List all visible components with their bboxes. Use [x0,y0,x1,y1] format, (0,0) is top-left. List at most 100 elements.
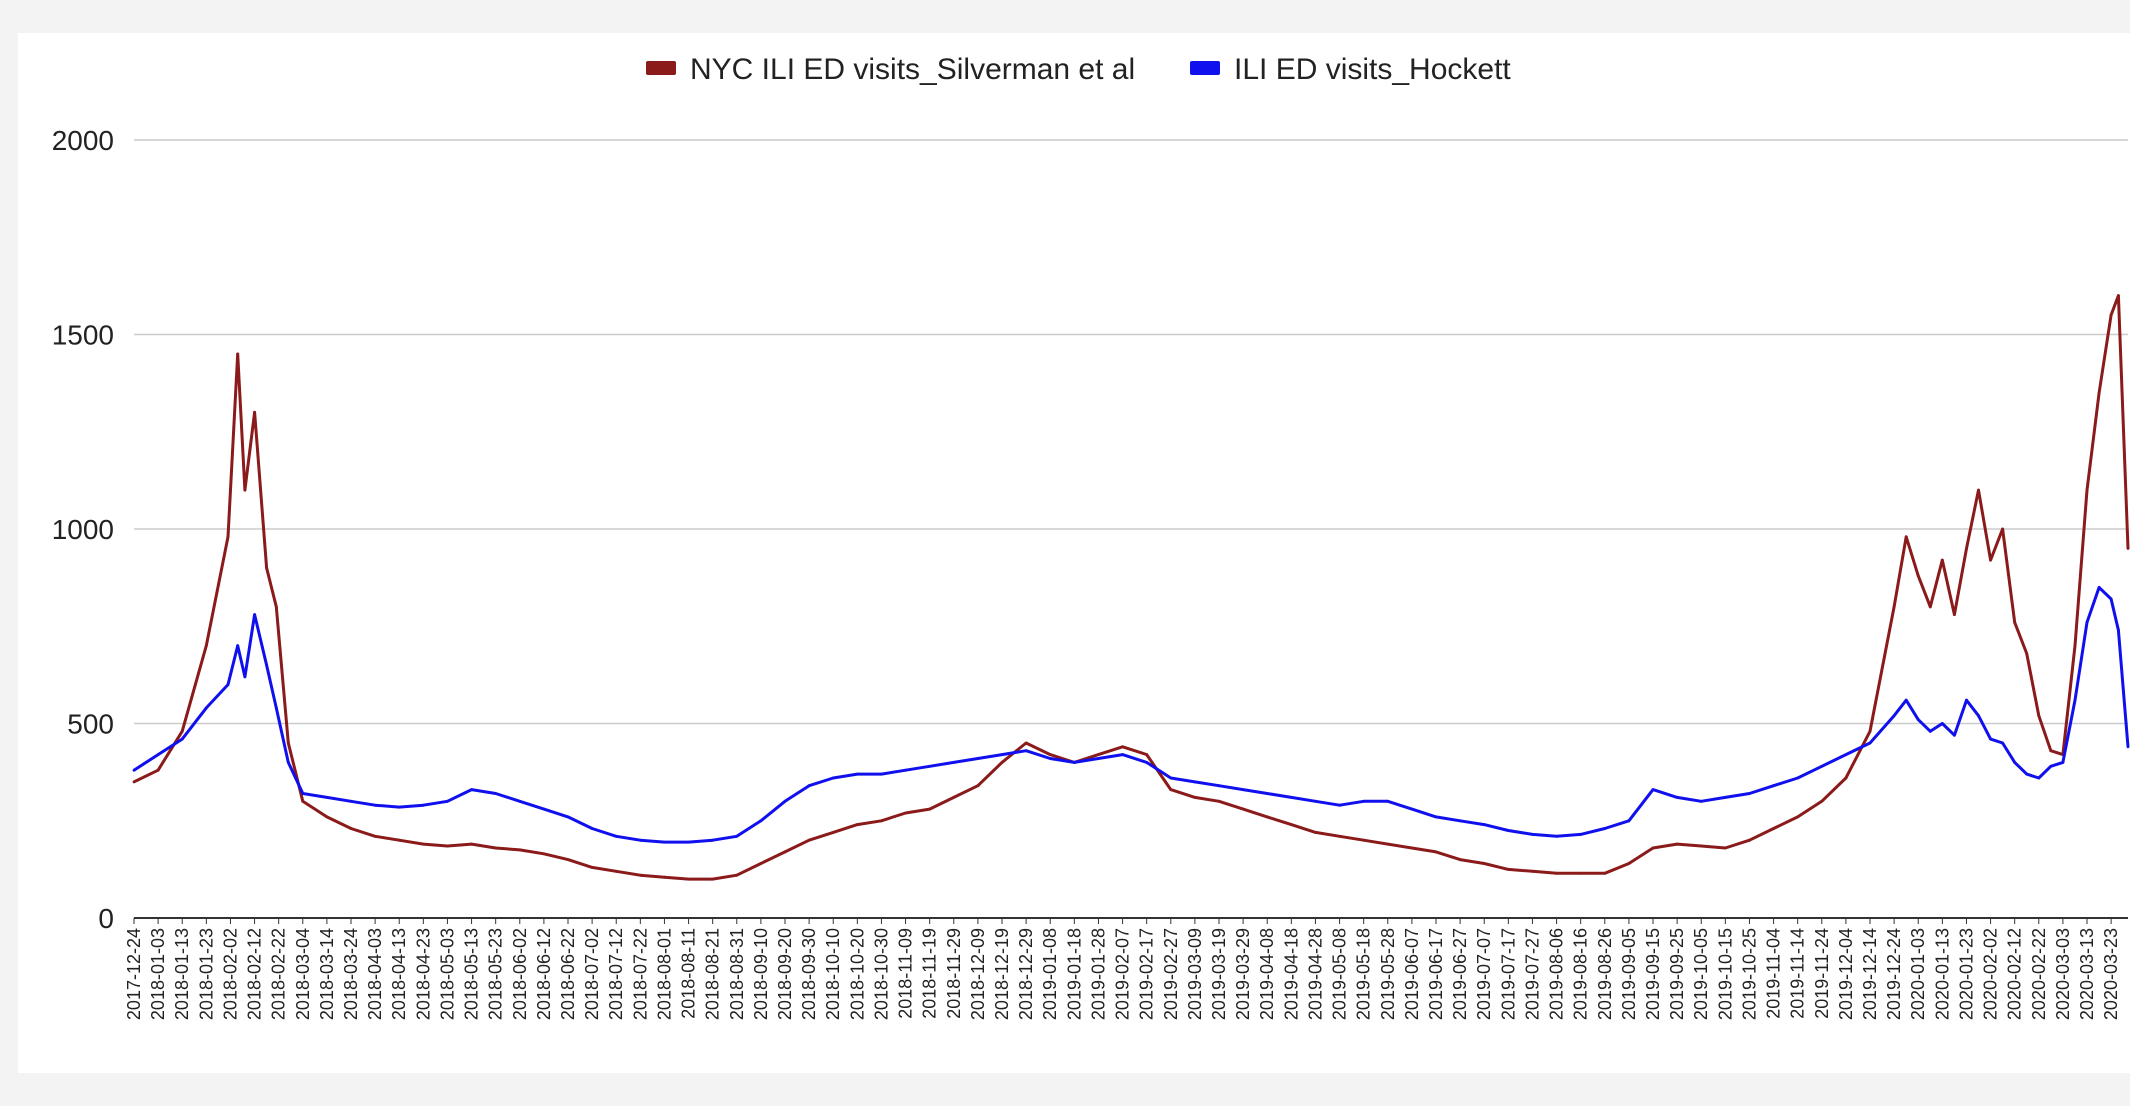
data-point-hockett [687,840,690,844]
data-point-hockett [1977,714,1980,718]
data-point-hockett [1953,733,1956,737]
data-point-silverman [286,741,290,745]
data-point-hockett [663,840,666,844]
data-point-silverman [1796,815,1800,819]
x-tick-label: 2020-01-03 [1908,928,1928,1020]
y-tick-label: 2000 [52,125,114,156]
data-point-hockett [590,827,594,830]
series-line-hockett [133,585,2130,844]
x-tick-label: 2019-03-29 [1233,928,1253,1020]
data-point-hockett [373,803,377,807]
x-tick-label: 2018-03-24 [341,928,361,1020]
x-tick-label: 2018-12-19 [992,928,1012,1020]
x-tick-label: 2018-02-02 [220,928,240,1020]
data-point-silverman [494,846,498,850]
x-tick-label: 2018-01-03 [148,928,168,1020]
data-point-silverman [325,815,329,819]
x-tick-label: 2018-08-01 [654,928,674,1020]
data-point-hockett [1723,796,1727,799]
data-point-silverman [1362,838,1366,842]
data-point-hockett [1193,780,1197,784]
x-tick-label: 2019-04-18 [1281,928,1301,1020]
data-point-hockett [2109,597,2113,601]
x-tick-label: 2018-12-29 [1016,928,1036,1020]
x-tick-label: 2019-02-27 [1161,928,1181,1020]
data-point-silverman [566,858,570,861]
x-tick-label: 2019-08-06 [1547,928,1567,1020]
data-point-silverman [1506,868,1510,871]
data-point-hockett [1289,796,1293,799]
x-tick-label: 2019-01-18 [1064,928,1084,1020]
x-axis: 2017-12-24 2018-01-03 2018-01-13 2018-01-23… [124,918,2121,1020]
x-tick-label: 2018-10-10 [823,928,843,1020]
x-tick-label: 2018-01-13 [172,928,192,1020]
data-point-hockett [904,768,907,772]
x-tick-label: 2018-07-12 [606,928,626,1020]
data-point-silverman [711,877,715,881]
data-point-hockett [1603,827,1607,830]
data-point-silverman [265,566,268,570]
data-point-hockett [236,644,240,648]
x-tick-label: 2018-12-09 [968,928,988,1020]
x-tick-label: 2019-05-28 [1378,928,1398,1020]
data-point-hockett [1820,764,1824,768]
data-point-hockett [518,799,522,803]
data-point-silverman [1169,788,1173,791]
y-tick-label: 1000 [52,514,114,545]
data-point-hockett [1844,753,1848,756]
data-point-silverman [1651,846,1655,850]
data-point-silverman [1458,858,1462,861]
data-point-hockett [1121,753,1124,756]
x-tick-label: 2020-02-22 [2029,928,2049,1020]
x-tick-label: 2019-02-07 [1113,928,1133,1020]
data-point-silverman [1289,823,1293,826]
data-point-hockett [928,764,932,768]
x-tick-label: 2019-10-25 [1739,928,1759,1020]
x-tick-label: 2020-03-23 [2101,928,2121,1020]
data-point-hockett [1362,799,1366,803]
gridlines [134,139,2128,919]
x-tick-label: 2018-08-11 [679,928,699,1019]
data-point-silverman [274,605,278,609]
data-point-silverman [1723,846,1727,850]
data-point-hockett [1627,819,1631,823]
data-point-hockett [1868,741,1872,745]
x-tick-label: 2020-03-03 [2053,928,2073,1020]
data-point-hockett [226,683,230,686]
data-point-hockett [1796,776,1800,780]
data-point-hockett [2025,772,2029,776]
data-point-silverman [1000,761,1004,764]
data-point-silverman [180,729,184,733]
x-tick-label: 2018-06-02 [510,928,530,1020]
data-point-silverman [928,807,932,811]
x-tick-label: 2018-08-31 [727,928,747,1020]
data-point-hockett [807,784,811,788]
data-point-hockett [156,753,160,756]
data-point-hockett [1916,718,1920,721]
data-point-hockett [976,757,980,760]
data-point-silverman [2126,547,2130,550]
x-tick-label: 2018-10-30 [871,928,891,1020]
data-point-silverman [542,852,546,856]
data-point-hockett [952,761,956,764]
data-point-silverman [2025,652,2029,655]
data-point-hockett [1410,807,1414,811]
data-point-silverman [226,535,230,539]
x-tick-label: 2019-10-05 [1691,928,1711,1020]
data-point-hockett [274,706,278,710]
data-point-silverman [1940,558,1944,562]
data-point-silverman [976,784,980,788]
data-point-hockett [494,792,498,795]
x-tick-label: 2019-10-15 [1715,928,1735,1020]
x-tick-label: 2020-01-13 [1932,928,1952,1020]
data-point-hockett [1579,833,1583,836]
data-point-hockett [1265,792,1269,795]
x-tick-label: 2019-08-26 [1595,928,1615,1020]
data-point-hockett [1555,834,1558,838]
data-point-hockett [349,799,353,803]
data-point-silverman [904,811,907,815]
data-point-hockett [253,613,256,616]
x-tick-label: 2019-11-24 [1812,928,1832,1019]
data-point-hockett [759,819,763,823]
data-point-silverman [638,873,642,877]
